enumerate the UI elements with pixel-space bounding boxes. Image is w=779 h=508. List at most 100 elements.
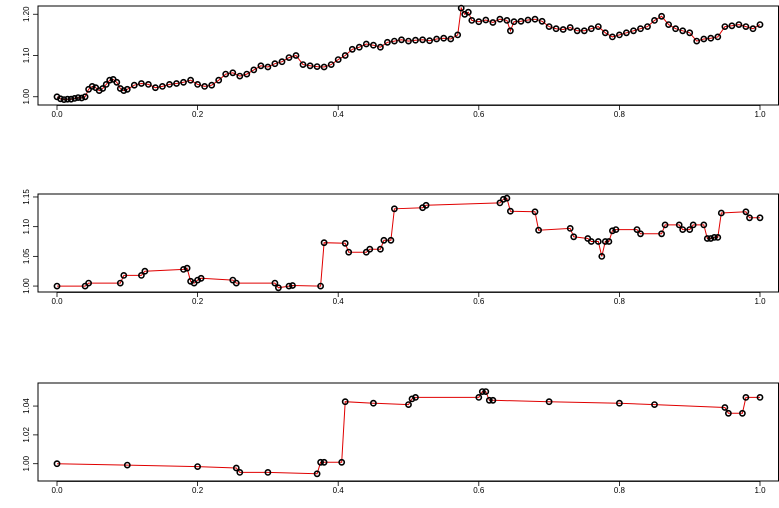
x-tick-label: 1.0 bbox=[754, 110, 766, 119]
data-point bbox=[689, 221, 697, 229]
data-point bbox=[113, 78, 121, 86]
data-point bbox=[183, 264, 191, 272]
data-point bbox=[725, 409, 732, 417]
data-point bbox=[489, 19, 497, 26]
y-tick-label: 1.10 bbox=[22, 218, 31, 234]
series-line bbox=[57, 197, 760, 289]
x-tick-label: 0.0 bbox=[51, 297, 63, 306]
data-point bbox=[703, 235, 711, 242]
data-point bbox=[552, 25, 560, 33]
data-point bbox=[545, 23, 553, 30]
data-point bbox=[559, 26, 567, 33]
data-point bbox=[313, 63, 321, 70]
y-tick-label: 1.05 bbox=[22, 248, 31, 264]
data-point bbox=[566, 224, 574, 232]
data-point bbox=[78, 94, 85, 102]
data-point bbox=[503, 194, 511, 202]
data-point bbox=[151, 84, 159, 92]
data-point bbox=[679, 27, 687, 35]
data-point bbox=[499, 195, 507, 203]
data-point bbox=[232, 464, 240, 472]
data-point bbox=[672, 25, 679, 33]
data-point bbox=[531, 208, 539, 216]
y-tick-label: 1.02 bbox=[22, 427, 31, 443]
data-point bbox=[197, 274, 205, 282]
data-point bbox=[390, 37, 398, 45]
data-point bbox=[208, 81, 216, 89]
data-point bbox=[278, 58, 286, 66]
data-point bbox=[180, 78, 187, 86]
data-point bbox=[658, 230, 665, 238]
data-point bbox=[289, 282, 296, 289]
data-point bbox=[496, 199, 504, 207]
data-point bbox=[633, 226, 641, 233]
data-point bbox=[637, 230, 644, 238]
data-point bbox=[398, 36, 405, 44]
data-point bbox=[665, 21, 672, 28]
data-point bbox=[53, 282, 61, 290]
data-point bbox=[257, 62, 265, 70]
x-tick-label: 0.8 bbox=[614, 110, 626, 119]
data-point bbox=[355, 43, 363, 51]
data-point bbox=[630, 27, 637, 35]
data-point bbox=[99, 85, 107, 92]
data-point bbox=[710, 233, 718, 241]
data-point bbox=[341, 239, 349, 247]
x-tick-label: 0.4 bbox=[333, 297, 345, 306]
data-point bbox=[609, 33, 616, 41]
data-point bbox=[545, 398, 553, 406]
data-point bbox=[408, 395, 416, 403]
data-point bbox=[482, 16, 490, 24]
data-point bbox=[739, 409, 746, 417]
data-point bbox=[376, 245, 384, 253]
x-tick-label: 0.6 bbox=[473, 297, 485, 306]
x-tick-label: 0.2 bbox=[192, 110, 204, 119]
data-point bbox=[137, 271, 145, 279]
data-point bbox=[746, 214, 753, 222]
x-tick-label: 0.8 bbox=[614, 486, 626, 495]
plot-frame bbox=[37, 5, 779, 106]
data-point bbox=[236, 468, 244, 476]
data-point bbox=[369, 399, 377, 407]
data-point bbox=[651, 16, 658, 24]
data-point bbox=[123, 85, 131, 93]
data-point bbox=[601, 238, 609, 245]
data-point bbox=[306, 62, 314, 70]
chart-panel-3: 0.0 0.2 0.4 0.6 0.8 1.0 1.00 1.02 1.04 bbox=[22, 382, 779, 495]
data-point bbox=[264, 63, 272, 71]
data-point bbox=[387, 236, 395, 244]
data-point bbox=[623, 29, 630, 37]
data-point bbox=[489, 396, 497, 404]
data-point bbox=[510, 18, 518, 26]
data-point bbox=[735, 21, 743, 28]
data-point bbox=[271, 279, 279, 287]
data-point bbox=[721, 23, 729, 30]
data-point bbox=[506, 27, 514, 35]
data-point bbox=[538, 17, 546, 25]
data-point bbox=[120, 87, 128, 94]
data-point bbox=[616, 399, 623, 407]
data-point bbox=[412, 36, 419, 44]
data-point bbox=[605, 238, 613, 245]
data-point bbox=[173, 80, 180, 87]
data-point bbox=[405, 37, 412, 45]
data-point bbox=[120, 271, 128, 279]
data-point bbox=[264, 468, 272, 476]
data-point bbox=[587, 25, 595, 33]
data-point bbox=[661, 221, 669, 229]
data-point bbox=[317, 458, 324, 466]
data-point bbox=[390, 205, 398, 213]
data-point bbox=[345, 248, 353, 256]
data-point bbox=[320, 63, 328, 71]
data-point bbox=[405, 401, 412, 408]
data-point bbox=[215, 76, 223, 84]
y-tick-label: 1.00 bbox=[22, 88, 31, 104]
data-point bbox=[380, 236, 388, 244]
data-point bbox=[756, 214, 764, 222]
data-point bbox=[644, 23, 651, 30]
x-tick-label: 0.2 bbox=[192, 486, 204, 495]
data-point bbox=[88, 83, 96, 90]
data-point bbox=[71, 95, 78, 102]
data-point bbox=[327, 61, 335, 68]
